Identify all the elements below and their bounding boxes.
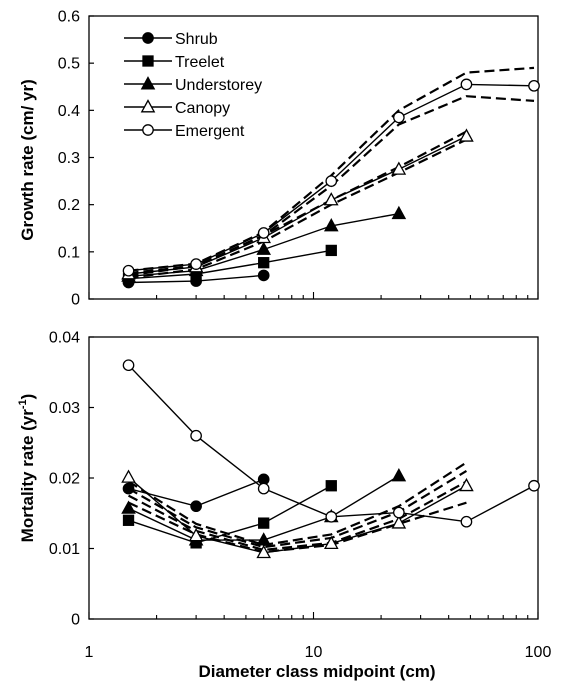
data-point-emergent bbox=[460, 515, 473, 528]
y-tick-label: 0.01 bbox=[49, 541, 80, 558]
data-point-emergent bbox=[460, 78, 473, 91]
series-line-treelet bbox=[128, 485, 332, 544]
diameter-axis-label: Diameter class midpoint (cm) bbox=[198, 662, 435, 681]
data-point-emergent bbox=[325, 175, 338, 187]
y-tick-label: 0.4 bbox=[58, 103, 80, 120]
y-tick-label: 0 bbox=[71, 612, 80, 629]
data-point-understorey bbox=[323, 218, 339, 232]
data-point-emergent bbox=[393, 111, 405, 124]
data-point-emergent bbox=[393, 506, 405, 519]
legend-label-canopy: Canopy bbox=[175, 100, 230, 117]
legend-label-treelet: Treelet bbox=[175, 54, 225, 71]
legend-label-understorey: Understorey bbox=[175, 77, 262, 94]
data-point-understorey bbox=[256, 532, 271, 546]
mortality-rate-panel: 0 0.01 0.02 0.03 0.04 1 10 100 bbox=[49, 330, 552, 662]
growth-rate-panel: 0 0.1 0.2 0.3 0.4 0.5 0.6 Shrub Treelet Understor… bbox=[58, 9, 540, 309]
legend-marker-treelet bbox=[142, 55, 154, 67]
data-point-canopy bbox=[459, 477, 474, 492]
data-point-understorey bbox=[121, 500, 136, 514]
y-tick-label: 0.1 bbox=[58, 244, 80, 261]
data-point-emergent bbox=[257, 482, 270, 495]
legend-marker-canopy bbox=[140, 99, 156, 113]
data-point-emergent bbox=[257, 227, 270, 239]
data-point-understorey bbox=[391, 468, 407, 482]
y-tick-label: 0.6 bbox=[58, 9, 80, 26]
series-line-treelet bbox=[128, 249, 332, 280]
y-tick-label: 0.04 bbox=[49, 330, 80, 347]
data-point-emergent bbox=[122, 264, 135, 277]
data-point-treelet bbox=[258, 257, 270, 269]
data-point-canopy bbox=[459, 128, 474, 142]
plot-frame bbox=[88, 336, 539, 620]
data-point-emergent bbox=[325, 510, 338, 523]
data-point-emergent bbox=[190, 258, 202, 270]
data-point-understorey bbox=[391, 205, 407, 220]
data-point-understorey bbox=[256, 241, 271, 255]
data-point-emergent bbox=[528, 79, 540, 92]
data-point-shrub bbox=[190, 500, 202, 513]
data-point-emergent bbox=[190, 429, 202, 442]
data-point-canopy bbox=[256, 544, 271, 559]
data-point-treelet bbox=[325, 244, 337, 257]
data-point-canopy bbox=[188, 527, 204, 542]
plot-frame bbox=[88, 15, 539, 300]
mortality-rate-axis-label-superscript: -1 bbox=[17, 399, 29, 409]
data-point-treelet bbox=[122, 514, 135, 526]
data-point-shrub bbox=[257, 269, 270, 282]
y-tick-label: 0.5 bbox=[58, 56, 80, 73]
series-line-emergent bbox=[128, 364, 535, 523]
mortality-rate-axis-label: Mortality rate (yr-1) bbox=[17, 394, 37, 543]
legend-marker-emergent bbox=[142, 124, 154, 136]
dashed-fit-line bbox=[128, 66, 535, 272]
data-point-canopy bbox=[323, 535, 339, 550]
mortality-rate-axis-label-main: Mortality rate (yr bbox=[18, 409, 37, 543]
y-tick-label: 0 bbox=[71, 292, 80, 309]
y-tick-label: 0.3 bbox=[58, 150, 80, 167]
data-point-treelet bbox=[258, 517, 270, 529]
x-tick-label: 1 bbox=[85, 644, 94, 661]
legend-label-shrub: Shrub bbox=[175, 31, 218, 48]
y-tick-label: 0.03 bbox=[49, 400, 80, 417]
dashed-fit-line bbox=[128, 501, 467, 554]
y-tick-label: 0.2 bbox=[58, 197, 80, 214]
series-line-canopy bbox=[128, 476, 467, 554]
data-point-canopy bbox=[121, 469, 136, 483]
dashed-fit-line bbox=[127, 461, 468, 547]
legend-marker-shrub bbox=[142, 32, 154, 44]
legend: Shrub Treelet Understorey Canopy Emergent bbox=[124, 31, 262, 140]
data-point-shrub bbox=[122, 482, 135, 495]
data-point-treelet bbox=[325, 480, 337, 492]
data-point-emergent bbox=[528, 479, 540, 492]
data-point-canopy bbox=[391, 515, 407, 529]
mortality-rate-axis-label-suffix: ) bbox=[18, 394, 37, 400]
legend-marker-understorey bbox=[140, 76, 156, 90]
dashed-fit-line bbox=[128, 130, 467, 277]
growth-rate-axis-label: Growth rate (cm/ yr) bbox=[18, 79, 37, 241]
y-tick-label: 0.02 bbox=[49, 471, 80, 488]
series-line-canopy bbox=[128, 135, 467, 275]
legend-label-emergent: Emergent bbox=[175, 123, 245, 140]
data-point-canopy bbox=[323, 192, 339, 206]
dashed-fit-line bbox=[127, 470, 468, 549]
dashed-fit-line bbox=[128, 480, 467, 552]
dashed-fit-line bbox=[128, 138, 467, 279]
x-tick-label: 100 bbox=[525, 644, 552, 661]
data-point-canopy bbox=[391, 161, 407, 175]
data-point-emergent bbox=[122, 359, 135, 372]
x-tick-label: 10 bbox=[305, 644, 323, 661]
